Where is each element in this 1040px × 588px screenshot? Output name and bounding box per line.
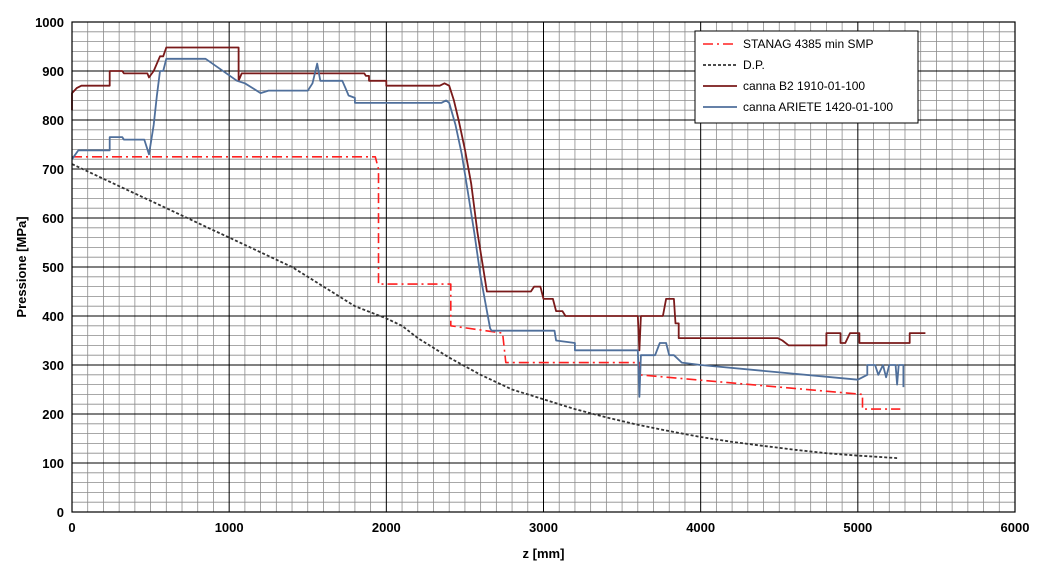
series-lines — [71, 46, 926, 459]
legend-label-1: STANAG 4385 min SMP — [743, 37, 874, 51]
x-tick-label: 0 — [68, 520, 75, 535]
series-line-2 — [71, 163, 898, 459]
x-axis-title: z [mm] — [523, 546, 565, 561]
legend-label-3: canna B2 1910-01-100 — [743, 79, 865, 93]
y-tick-label: 300 — [42, 358, 64, 373]
y-axis-title: Pressione [MPa] — [14, 216, 29, 317]
y-tick-label: 0 — [57, 505, 64, 520]
y-tick-label: 800 — [42, 113, 64, 128]
y-tick-label: 600 — [42, 211, 64, 226]
series-line-1 — [72, 156, 901, 410]
y-tick-label: 1000 — [35, 15, 64, 30]
x-tick-label: 2000 — [372, 520, 401, 535]
y-tick-label: 200 — [42, 407, 64, 422]
y-tick-label: 700 — [42, 162, 64, 177]
y-tick-label: 400 — [42, 309, 64, 324]
x-tick-label: 1000 — [215, 520, 244, 535]
axes: 0 1000 2000 3000 4000 5000 6000 0 100 200 300 400 50… — [14, 15, 1029, 561]
legend: STANAG 4385 min SMP D.P. canna B2 1910-01-… — [694, 30, 919, 124]
legend-label-2: D.P. — [743, 58, 765, 72]
y-tick-label: 900 — [42, 64, 64, 79]
y-tick-label: 500 — [42, 260, 64, 275]
x-tick-label: 6000 — [1001, 520, 1030, 535]
plot-frame — [71, 21, 1016, 513]
y-tick-label: 100 — [42, 456, 64, 471]
series-line-4 — [71, 57, 905, 398]
legend-label-4: canna ARIETE 1420-01-100 — [743, 100, 893, 114]
series-line-3 — [71, 46, 926, 352]
x-tick-label: 3000 — [529, 520, 558, 535]
x-tick-label: 5000 — [843, 520, 872, 535]
x-tick-label: 4000 — [686, 520, 715, 535]
